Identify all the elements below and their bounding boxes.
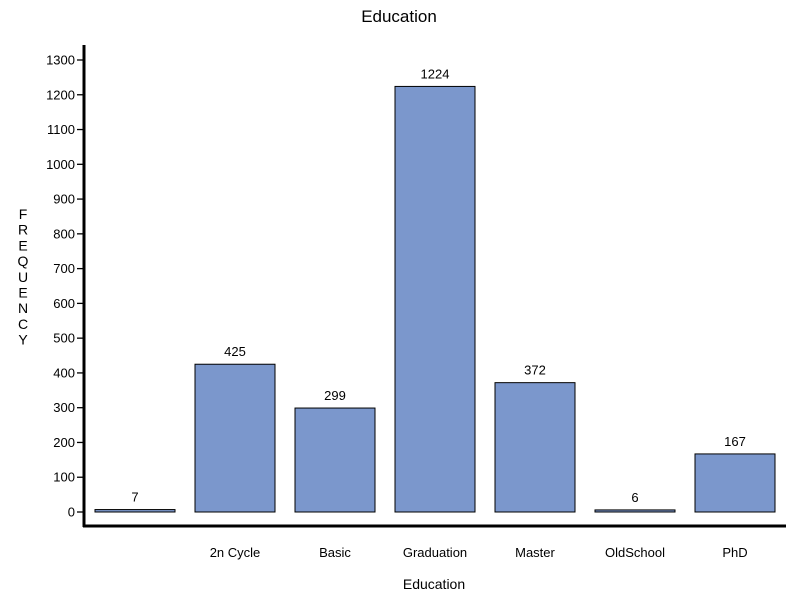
x-tick-label: Basic	[319, 545, 351, 560]
y-tick-label: 1300	[46, 53, 75, 68]
y-axis-title-letter: E	[18, 237, 27, 253]
bar	[294, 407, 376, 513]
y-tick-label: 200	[53, 435, 75, 450]
y-tick-label: 900	[53, 192, 75, 207]
bar-data-label: 7	[131, 490, 138, 505]
y-axis-title-letter: Y	[18, 332, 28, 348]
y-tick-label: 100	[53, 470, 75, 485]
bar-data-label: 167	[724, 434, 746, 449]
y-tick-label: 1200	[46, 87, 75, 102]
bar-data-label: 372	[524, 363, 546, 378]
y-tick-label: 500	[53, 331, 75, 346]
y-axis-title-letter: C	[18, 316, 28, 332]
y-tick-label: 800	[53, 226, 75, 241]
y-axis-ticks: 0 100 200 300 400 500 600 700 800 900 1000 1100 1200…	[46, 53, 84, 520]
bar	[94, 509, 176, 513]
x-tick-label: Graduation	[403, 545, 467, 560]
x-tick-label: Master	[515, 545, 555, 560]
x-tick-label: PhD	[722, 545, 747, 560]
bar-data-label: 299	[324, 388, 346, 403]
y-axis-title-letter: N	[18, 300, 28, 316]
x-axis-title: Education	[403, 576, 465, 592]
y-tick-label: 1100	[47, 122, 75, 137]
x-tick-label: 2n Cycle	[210, 545, 261, 560]
bar-data-label: 6	[631, 490, 638, 505]
y-tick-label: 0	[68, 505, 75, 520]
bar	[694, 453, 776, 513]
y-axis-title-letter: Q	[18, 253, 29, 269]
bars: 7 425 299 1224 372 6 167	[94, 66, 776, 513]
bar	[494, 382, 576, 513]
y-tick-label: 1000	[46, 157, 75, 172]
bar-data-label: 425	[224, 344, 246, 359]
x-tick-label: OldSchool	[605, 545, 665, 560]
y-axis-title-letter: R	[18, 222, 28, 238]
bar-data-label: 1224	[421, 66, 450, 81]
y-tick-label: 400	[53, 365, 75, 380]
y-axis-title-letter: U	[18, 269, 28, 285]
bar	[394, 85, 476, 513]
chart-title: Education	[361, 7, 437, 26]
x-axis-ticks: 2n Cycle Basic Graduation Master OldSchool Ph…	[210, 545, 748, 560]
y-axis-title-letter: E	[18, 285, 27, 301]
y-axis-title-letter: F	[19, 206, 28, 222]
bar	[194, 363, 276, 513]
y-tick-label: 600	[53, 296, 75, 311]
bar	[594, 509, 676, 513]
y-tick-label: 700	[53, 261, 75, 276]
y-tick-label: 300	[53, 400, 75, 415]
